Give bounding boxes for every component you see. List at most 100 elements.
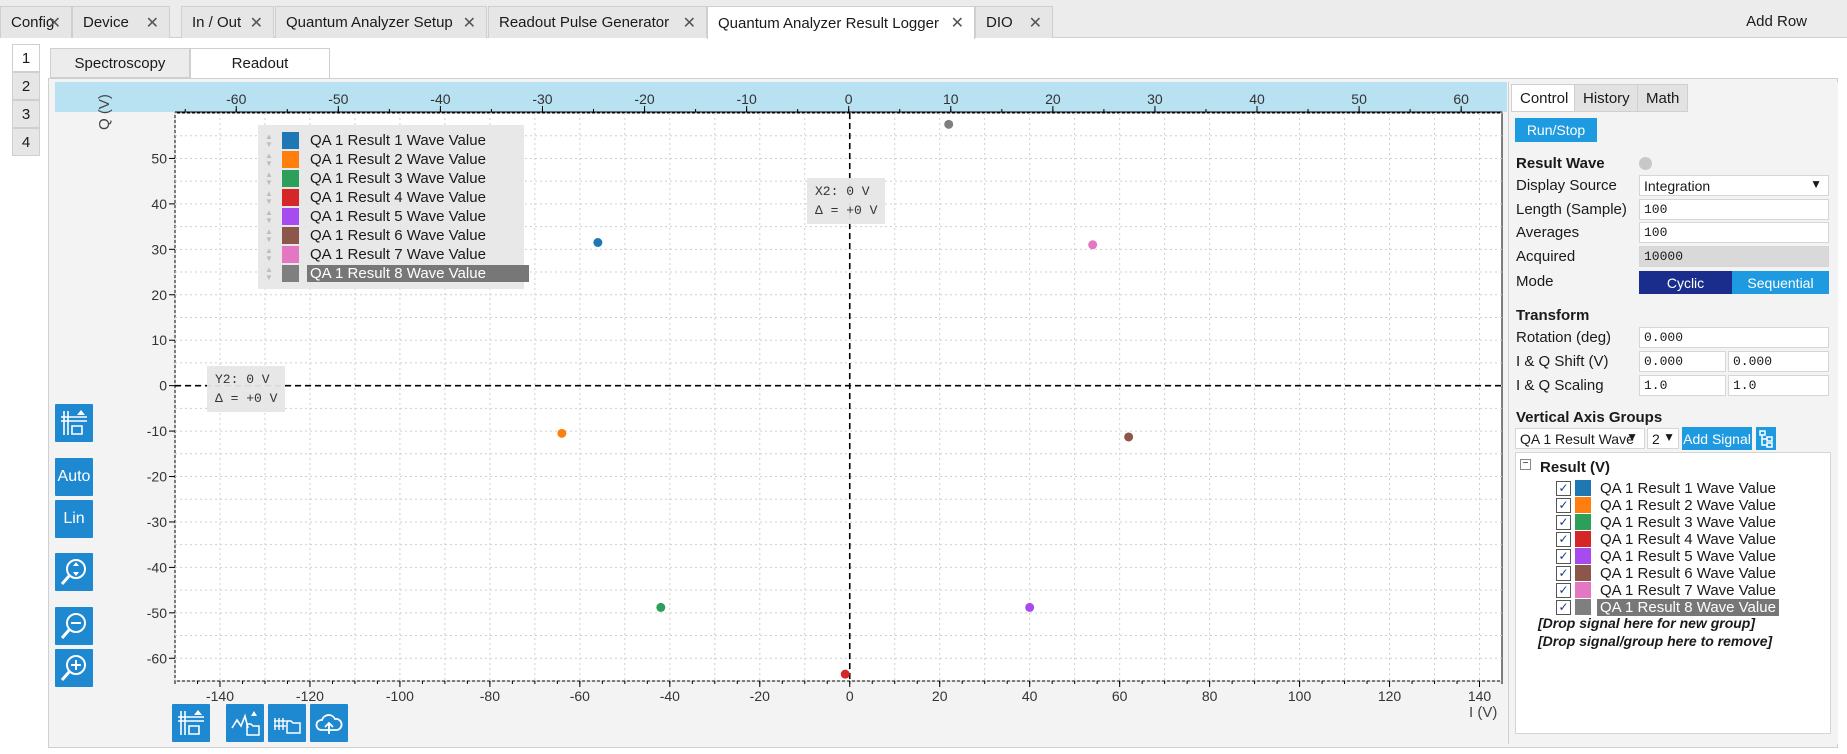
collapse-icon[interactable]: − xyxy=(1520,459,1531,470)
shift-i-input[interactable]: 0.000 xyxy=(1639,351,1726,372)
top-tick-label: -40 xyxy=(430,91,450,107)
row-tab-1[interactable]: 1 xyxy=(12,44,40,72)
data-point[interactable] xyxy=(1088,240,1098,250)
legend-item[interactable]: ▲ ▼ QA 1 Result 8 Wave Value xyxy=(258,264,529,283)
close-icon[interactable]: ✕ xyxy=(145,15,159,32)
close-icon[interactable]: ✕ xyxy=(1028,15,1042,32)
close-icon[interactable]: ✕ xyxy=(682,15,696,32)
data-point[interactable] xyxy=(1124,432,1134,442)
legend-item[interactable]: ▲ ▼ QA 1 Result 3 Wave Value xyxy=(258,169,489,188)
tree-signal-item[interactable]: ✓ QA 1 Result 3 Wave Value xyxy=(1556,513,1779,531)
tree-signal-item[interactable]: ✓ QA 1 Result 7 Wave Value xyxy=(1556,581,1779,599)
mode-cyclic-button[interactable]: Cyclic xyxy=(1639,271,1732,294)
tree-signal-item[interactable]: ✓ QA 1 Result 8 Wave Value xyxy=(1556,598,1779,616)
tree-view-button[interactable] xyxy=(1756,427,1776,450)
data-point[interactable] xyxy=(1025,602,1035,612)
row-tab-2[interactable]: 2 xyxy=(12,72,40,100)
add-row-button[interactable]: Add Row xyxy=(1746,13,1807,30)
signal-checkbox[interactable]: ✓ xyxy=(1556,514,1571,530)
legend-item[interactable]: ▲ ▼ QA 1 Result 5 Wave Value xyxy=(258,207,489,226)
row-tab-4[interactable]: 4 xyxy=(12,128,40,156)
legend-item[interactable]: ▲ ▼ QA 1 Result 7 Wave Value xyxy=(258,245,489,264)
signal-checkbox[interactable]: ✓ xyxy=(1556,599,1571,615)
linear-scale-button[interactable]: Lin xyxy=(55,500,93,538)
legend-item[interactable]: ▲ ▼ QA 1 Result 6 Wave Value xyxy=(258,226,489,245)
data-point[interactable] xyxy=(656,602,666,612)
data-point[interactable] xyxy=(593,238,603,248)
tab-dio[interactable]: DIO ✕ xyxy=(975,6,1053,38)
close-icon[interactable]: ✕ xyxy=(47,15,61,32)
data-point[interactable] xyxy=(840,669,850,679)
reorder-arrows-icon[interactable]: ▲ ▼ xyxy=(265,226,273,244)
run-stop-button[interactable]: Run/Stop xyxy=(1515,118,1597,142)
tree-signal-item[interactable]: ✓ QA 1 Result 6 Wave Value xyxy=(1556,564,1779,582)
tab-quantum-analyzer-setup[interactable]: Quantum Analyzer Setup ✕ xyxy=(275,6,487,38)
legend-item[interactable]: ▲ ▼ QA 1 Result 2 Wave Value xyxy=(258,150,489,169)
top-axis-bar[interactable] xyxy=(55,82,1507,112)
subtab-spectroscopy[interactable]: Spectroscopy xyxy=(50,48,190,78)
signal-checkbox[interactable]: ✓ xyxy=(1556,480,1571,496)
averages-input[interactable]: 100 xyxy=(1639,222,1829,243)
close-icon[interactable]: ✕ xyxy=(249,15,263,32)
legend-item[interactable]: ▲ ▼ QA 1 Result 1 Wave Value xyxy=(258,131,489,150)
signal-checkbox[interactable]: ✓ xyxy=(1556,565,1571,581)
shift-q-input[interactable]: 0.000 xyxy=(1728,351,1829,372)
tab-history[interactable]: History xyxy=(1574,84,1639,112)
reorder-arrows-icon[interactable]: ▲ ▼ xyxy=(265,150,273,168)
row-tab-3[interactable]: 3 xyxy=(12,100,40,128)
axis-group-index-select[interactable]: 2 ▼ xyxy=(1647,428,1679,449)
save-plot-button[interactable] xyxy=(226,704,264,742)
tree-signal-item[interactable]: ✓ QA 1 Result 1 Wave Value xyxy=(1556,479,1779,497)
save-data-button[interactable] xyxy=(268,704,306,742)
reorder-arrows-icon[interactable]: ▲ ▼ xyxy=(265,207,273,225)
cloud-upload-button[interactable] xyxy=(310,704,348,742)
reorder-arrows-icon[interactable]: ▲ ▼ xyxy=(265,245,273,263)
x-cursor-mode-button[interactable] xyxy=(172,704,210,742)
zoom-in-button[interactable] xyxy=(55,649,93,687)
cursor-mode-button[interactable] xyxy=(55,404,93,442)
tree-signal-label: QA 1 Result 7 Wave Value xyxy=(1600,581,1776,599)
display-source-value: Integration xyxy=(1644,178,1711,194)
tab-readout-pulse-generator[interactable]: Readout Pulse Generator ✕ xyxy=(488,6,707,38)
length-input[interactable]: 100 xyxy=(1639,199,1829,220)
mode-sequential-button[interactable]: Sequential xyxy=(1732,271,1829,294)
tab-in-out[interactable]: In / Out ✕ xyxy=(181,6,274,38)
tree-signal-item[interactable]: ✓ QA 1 Result 5 Wave Value xyxy=(1556,547,1779,565)
auto-scale-button[interactable]: Auto xyxy=(55,458,93,496)
signal-checkbox[interactable]: ✓ xyxy=(1556,548,1571,564)
top-tick-label: 20 xyxy=(1045,91,1061,107)
series-color-swatch xyxy=(1575,565,1591,581)
waveform-folder-icon xyxy=(231,711,260,736)
tab-quantum-analyzer-result-logger[interactable]: Quantum Analyzer Result Logger ✕ xyxy=(707,6,975,39)
signal-checkbox[interactable]: ✓ xyxy=(1556,497,1571,513)
tree-signal-item[interactable]: ✓ QA 1 Result 2 Wave Value xyxy=(1556,496,1779,514)
zoom-out-button[interactable] xyxy=(55,607,93,645)
signal-checkbox[interactable]: ✓ xyxy=(1556,582,1571,598)
reorder-arrows-icon[interactable]: ▲ ▼ xyxy=(265,188,273,206)
scaling-q-input[interactable]: 1.0 xyxy=(1728,375,1829,396)
add-signal-button[interactable]: Add Signal xyxy=(1682,427,1752,450)
drop-new-group-target[interactable]: [Drop signal here for new group] xyxy=(1538,615,1756,631)
scaling-i-input[interactable]: 1.0 xyxy=(1639,375,1726,396)
tree-signal-item[interactable]: ✓ QA 1 Result 4 Wave Value xyxy=(1556,530,1779,548)
reorder-arrows-icon[interactable]: ▲ ▼ xyxy=(265,169,273,187)
axis-group-select[interactable]: QA 1 Result Wave ▼ xyxy=(1515,428,1645,449)
close-icon[interactable]: ✕ xyxy=(462,15,476,32)
tab-math[interactable]: Math xyxy=(1637,84,1689,112)
zoom-fit-button[interactable] xyxy=(55,553,93,591)
drop-remove-target[interactable]: [Drop signal/group here to remove] xyxy=(1538,633,1773,649)
tab-config[interactable]: Config ✕ xyxy=(0,6,72,38)
tab-device[interactable]: Device ✕ xyxy=(72,6,170,38)
y-tick-label: 40 xyxy=(151,196,167,212)
data-point[interactable] xyxy=(944,119,954,129)
legend-item[interactable]: ▲ ▼ QA 1 Result 4 Wave Value xyxy=(258,188,489,207)
tab-control[interactable]: Control xyxy=(1511,84,1578,112)
display-source-select[interactable]: Integration ▼ xyxy=(1639,175,1829,196)
signal-checkbox[interactable]: ✓ xyxy=(1556,531,1571,547)
reorder-arrows-icon[interactable]: ▲ ▼ xyxy=(265,264,273,282)
data-point[interactable] xyxy=(557,428,567,438)
close-icon[interactable]: ✕ xyxy=(950,15,964,32)
subtab-readout[interactable]: Readout xyxy=(190,48,330,78)
reorder-arrows-icon[interactable]: ▲ ▼ xyxy=(265,131,273,149)
rotation-input[interactable]: 0.000 xyxy=(1639,327,1829,348)
